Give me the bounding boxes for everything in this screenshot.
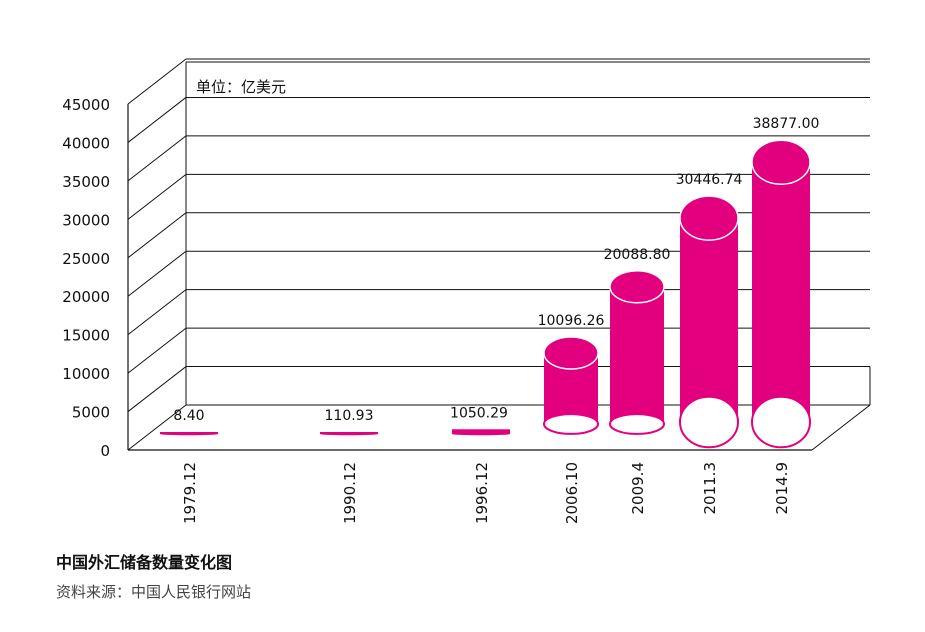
bar-2006.10: 10096.26 (538, 313, 605, 435)
data-label: 38877.00 (753, 116, 820, 132)
bar-base-ellipse (543, 413, 599, 435)
y-tick-label: 10000 (62, 365, 110, 383)
chart-caption-source: 资料来源：中国人民银行网站 (56, 583, 252, 601)
y-tick-label: 45000 (62, 96, 110, 114)
y-tick-label: 30000 (62, 211, 110, 229)
bar-base-ellipse (751, 395, 811, 449)
y-axis: 0 5000 10000 15000 20000 25000 30000 35000 40000… (62, 96, 110, 460)
y-tick-label: 15000 (62, 327, 110, 345)
y-tick-label: 40000 (62, 134, 110, 152)
gridline-side-30000 (127, 173, 187, 220)
bars: 8.40 110.93 1050.29 10096.26 20088.80 30446.7… (160, 116, 820, 449)
x-axis-labels: 1979.12 1990.12 1996.12 2006.10 2009.4 2011.3… (181, 462, 791, 524)
y-tick-label: 20000 (62, 288, 110, 306)
bar-2014.9: 38877.00 (751, 116, 820, 449)
chart-caption-title: 中国外汇储备数量变化图 (56, 553, 233, 572)
bar-1990.12: 110.93 (320, 408, 378, 436)
data-label: 8.40 (173, 408, 204, 424)
data-label: 20088.80 (604, 247, 671, 263)
bar-body (680, 218, 738, 422)
bar-1979.12: 8.40 (160, 408, 218, 436)
x-tick-label: 2009.4 (629, 462, 647, 515)
bar-slab-bottom (320, 432, 378, 436)
x-tick-label: 1990.12 (341, 462, 359, 524)
data-label: 1050.29 (450, 405, 508, 421)
bar-1996.12: 1050.29 (450, 405, 510, 436)
gridline-side-25000 (127, 212, 187, 259)
data-label: 10096.26 (538, 313, 605, 329)
gridline-side-15000 (127, 289, 187, 336)
bar-body (610, 286, 664, 424)
x-tick-label: 2011.3 (701, 462, 719, 515)
gridline-side-10000 (127, 327, 187, 374)
bar-top-ellipse (679, 195, 739, 241)
bar-2011.3: 30446.74 (676, 172, 743, 449)
gridline-side-45000 (127, 58, 187, 105)
x-tick-label: 2014.9 (773, 462, 791, 515)
bar-slab-bottom (160, 432, 218, 436)
bar-slab (452, 429, 510, 434)
bar-2009.4: 20088.80 (604, 247, 671, 435)
floor-right-edge (811, 404, 871, 451)
unit-label: 单位：亿美元 (196, 78, 286, 96)
bar-body (752, 162, 810, 422)
bar-top-ellipse (543, 336, 599, 370)
bar-slab-bottom (452, 432, 510, 436)
x-tick-label: 2006.10 (563, 462, 581, 524)
data-label: 30446.74 (676, 172, 743, 188)
y-tick-label: 25000 (62, 250, 110, 268)
floor-left-edge (127, 404, 187, 451)
x-tick-label: 1979.12 (181, 462, 199, 524)
gridline-side-5000 (127, 366, 187, 412)
bar-top-ellipse (609, 270, 665, 304)
x-tick-label: 1996.12 (473, 462, 491, 524)
gridline-side-35000 (127, 135, 187, 182)
y-tick-label: 35000 (62, 173, 110, 191)
y-tick-label: 0 (100, 442, 110, 460)
gridline-side-20000 (127, 250, 187, 297)
gridline-side-40000 (127, 97, 187, 143)
bar-top-ellipse (751, 139, 811, 185)
data-label: 110.93 (325, 408, 374, 424)
bar-base-ellipse (609, 413, 665, 435)
y-tick-label: 5000 (72, 404, 110, 422)
bar-base-ellipse (679, 395, 739, 449)
